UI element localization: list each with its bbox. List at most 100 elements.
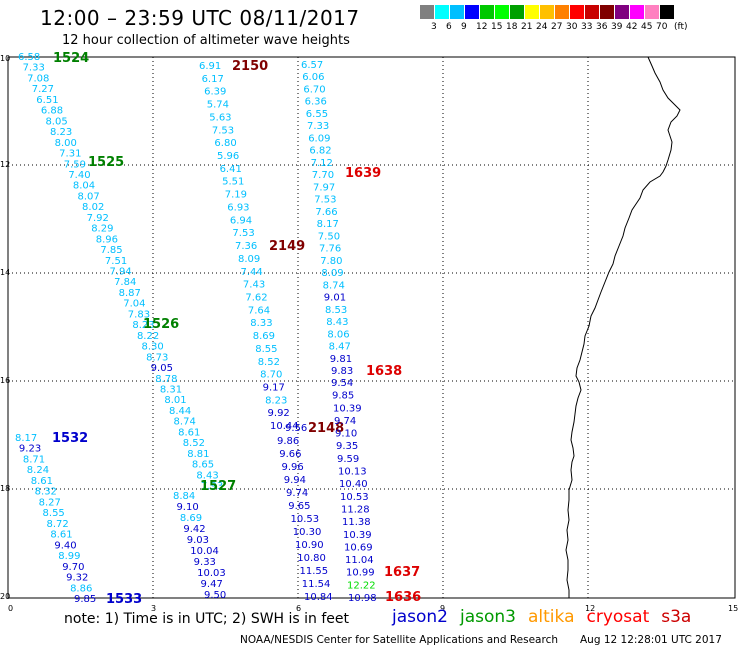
track-1527-value: 8.69 — [180, 513, 202, 524]
y-tick-label: 10 — [0, 54, 10, 63]
track-2148-value: 11.54 — [302, 579, 331, 590]
legend-swatch — [630, 5, 645, 19]
color-legend-labels: 3 6 9 12 15 18 21 24 27 30 33 36 39 42 45 70 (ft) — [420, 22, 738, 34]
legend-label: 18 — [506, 22, 518, 32]
x-tick-label: 9 — [440, 604, 445, 613]
track-1524-value: 7.85 — [100, 245, 122, 256]
track-1525-id: 1525 — [88, 155, 124, 170]
track-1639-value: 6.70 — [303, 84, 325, 95]
track-1524-value: 7.04 — [123, 299, 145, 310]
track-1639-value: 7.76 — [319, 244, 341, 255]
track-1527-value: 8.84 — [173, 491, 195, 502]
track-1527-value: 10.03 — [197, 568, 226, 579]
legend-label: 15 — [491, 22, 503, 32]
track-1524-value: 8.29 — [91, 224, 113, 235]
legend-label: (ft) — [674, 22, 688, 32]
track-1532-value: 9.32 — [66, 573, 88, 584]
track-1526-id: 1526 — [143, 317, 179, 332]
track-1524-value: 7.83 — [128, 309, 150, 320]
track-2150-value: 7.53 — [232, 228, 254, 239]
track-1524-value: 7.08 — [27, 73, 49, 84]
track-1527-value: 9.50 — [204, 590, 226, 601]
track-1532-value: 9.85 — [74, 594, 96, 605]
track-1639-value: 8.17 — [317, 219, 339, 230]
satellite-jason3: jason3 — [460, 607, 516, 627]
track-2150-value: 7.19 — [225, 190, 247, 201]
track-1639-value: 6.06 — [302, 72, 324, 83]
legend-label: 12 — [476, 22, 488, 32]
track-1524-value: 8.81 — [187, 449, 209, 460]
track-1532-id: 1532 — [52, 431, 88, 446]
track-1524-value: 8.02 — [82, 202, 104, 213]
track-1524-value: 7.94 — [110, 267, 132, 278]
track-1639-value: 7.33 — [307, 121, 329, 132]
note-text: note: 1) Time is in UTC; 2) SWH is in fe… — [64, 611, 350, 627]
satellite-jason2: jason2 — [392, 607, 448, 627]
track-2150-id: 2150 — [232, 59, 268, 74]
track-1532-value: 8.17 — [15, 433, 37, 444]
legend-label: 6 — [446, 22, 452, 32]
track-1532-value: 8.32 — [35, 487, 57, 498]
track-1524-value: 8.43 — [196, 470, 218, 481]
track-2150-value: 5.96 — [217, 151, 239, 162]
track-2150-value: 6.94 — [230, 215, 252, 226]
track-1527-value: 9.42 — [183, 524, 205, 535]
track-1524-value: 6.58 — [18, 52, 40, 63]
track-1524-value: 8.96 — [96, 234, 118, 245]
track-2150-value: 6.93 — [227, 202, 249, 213]
legend-label: 3 — [431, 22, 437, 32]
track-1524-value: 8.73 — [146, 352, 168, 363]
y-tick-label: 14 — [0, 268, 10, 277]
track-2148-value: 11.55 — [300, 566, 329, 577]
track-2149-value: 9.17 — [263, 382, 285, 393]
track-1527-id: 1527 — [200, 479, 236, 494]
legend-swatch — [570, 5, 585, 19]
track-2148-value: 10.80 — [297, 553, 326, 564]
track-1524-value: 8.05 — [45, 116, 67, 127]
track-1639-value: 8.74 — [323, 280, 345, 291]
track-1639-value: 8.53 — [325, 305, 347, 316]
track-2148-value: 9.65 — [288, 501, 310, 512]
track-1639-value: 8.09 — [321, 268, 343, 279]
y-tick-label: 16 — [0, 376, 10, 385]
track-1524-value: 7.51 — [105, 256, 127, 267]
track-1524-value: 8.23 — [50, 127, 72, 138]
y-tick-label: 12 — [0, 160, 10, 169]
track-1524-value: 8.44 — [169, 406, 191, 417]
track-1638-value: 9.59 — [337, 454, 359, 465]
track-1639-value: 6.36 — [305, 97, 327, 108]
track-1532-value: 8.61 — [31, 476, 53, 487]
track-1638-value: 11.28 — [341, 504, 370, 515]
track-1527-value: 10.04 — [190, 546, 219, 557]
legend-label: 33 — [581, 22, 593, 32]
legend-swatch — [585, 5, 600, 19]
track-1639-value: 7.70 — [312, 170, 334, 181]
page-title: 12:00 – 23:59 UTC 08/11/2017 — [40, 6, 360, 30]
track-1639-value: 7.80 — [320, 256, 342, 267]
track-1532-value: 8.27 — [39, 497, 61, 508]
track-1638-value: 10.40 — [339, 479, 368, 490]
legend-label: 9 — [461, 22, 467, 32]
track-1639-value: 7.12 — [311, 158, 333, 169]
legend-swatch — [615, 5, 630, 19]
satellite-s3a: s3a — [661, 607, 692, 627]
track-1524-value: 8.87 — [119, 288, 141, 299]
track-2150-value: 6.91 — [199, 61, 221, 72]
track-1638-value: 10.98 — [348, 593, 377, 604]
track-1524-value: 8.30 — [142, 342, 164, 353]
track-1532-value: 8.24 — [27, 465, 49, 476]
track-1639-id: 1639 — [345, 166, 381, 181]
track-1638-value: 9.54 — [331, 378, 353, 389]
legend-swatch — [495, 5, 510, 19]
track-1639-value: 6.82 — [309, 146, 331, 157]
legend-swatch — [555, 5, 570, 19]
track-1532-value: 8.55 — [43, 508, 65, 519]
satellite-cryosat: cryosat — [586, 607, 650, 627]
track-2150-value: 7.36 — [235, 241, 257, 252]
track-1637-id: 1637 — [384, 565, 420, 580]
page-subtitle: 12 hour collection of altimeter wave hei… — [62, 33, 350, 48]
legend-label: 24 — [536, 22, 548, 32]
track-2149-value: 7.64 — [248, 305, 270, 316]
track-1638-value: 9.74 — [334, 416, 356, 427]
track-1638-value: 10.99 — [346, 568, 375, 579]
